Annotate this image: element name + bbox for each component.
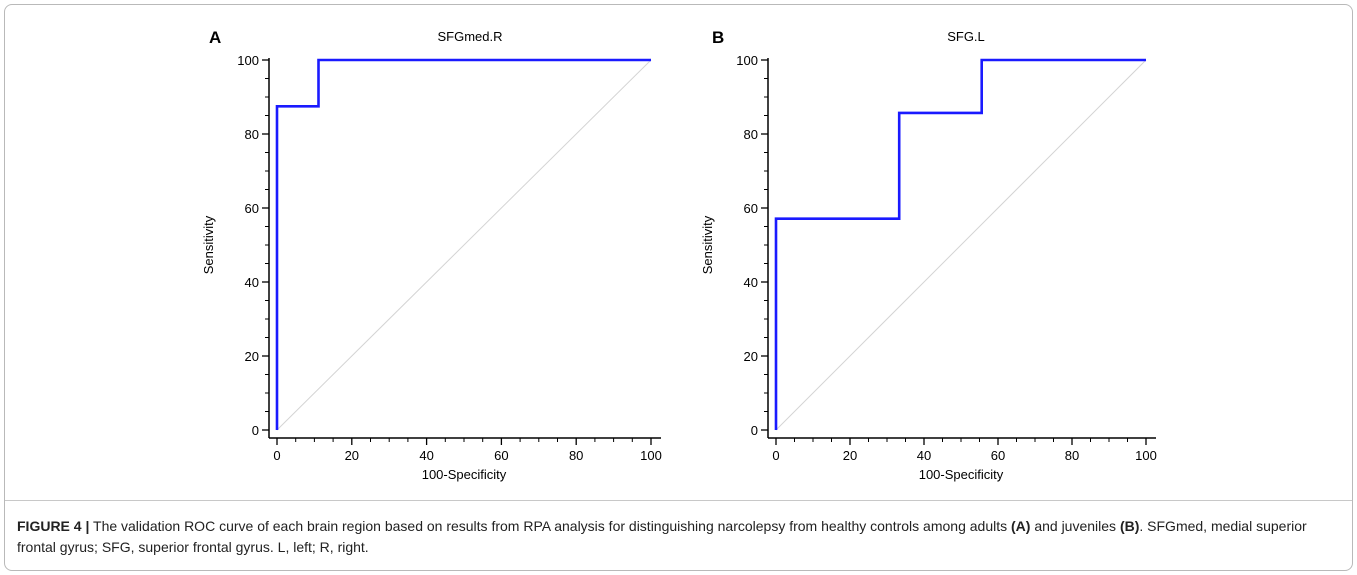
figure-frame: A SFGmed.R 0 20 40 60 80 100 0 20 40 60 80 100 100-Spe…	[4, 4, 1353, 571]
x-tick-label: 40	[419, 448, 433, 463]
y-tick-label: 60	[245, 201, 259, 216]
caption-ref-a: (A)	[1011, 518, 1031, 534]
caption-label: FIGURE 4 |	[17, 518, 90, 534]
y-axis-label: Sensitivity	[700, 215, 715, 274]
x-tick-label: 0	[772, 448, 779, 463]
y-tick-label: 60	[744, 201, 758, 216]
x-tick-label: 20	[843, 448, 857, 463]
y-tick-label: 0	[751, 423, 758, 438]
caption-ref-b: (B)	[1119, 518, 1140, 534]
y-tick-label: 80	[744, 127, 758, 142]
y-tick-label: 40	[744, 275, 758, 290]
chart-title: SFG.L	[947, 29, 985, 44]
figure-area: A SFGmed.R 0 20 40 60 80 100 0 20 40 60 80 100 100-Spe…	[5, 5, 1352, 501]
y-tick-label: 20	[245, 349, 259, 364]
y-tick-label: 80	[245, 127, 259, 142]
panel-label: A	[209, 28, 221, 47]
chart-title: SFGmed.R	[437, 29, 502, 44]
x-tick-label: 80	[1065, 448, 1079, 463]
y-tick-label: 100	[237, 53, 259, 68]
x-tick-label: 40	[917, 448, 931, 463]
y-tick-label: 20	[744, 349, 758, 364]
caption-text: and juveniles	[1030, 518, 1120, 534]
x-tick-label: 100	[1135, 448, 1157, 463]
x-tick-label: 100	[640, 448, 662, 463]
caption-text: . SFGmed, medial superior frontal gyrus;…	[17, 518, 1307, 555]
x-tick-label: 0	[273, 448, 280, 463]
panel-label: B	[712, 28, 724, 47]
y-tick-label: 40	[245, 275, 259, 290]
x-axis-label: 100-Specificity	[919, 467, 1004, 482]
x-tick-label: 60	[494, 448, 508, 463]
y-tick-label: 0	[252, 423, 259, 438]
caption-text: The validation ROC curve of each brain r…	[89, 518, 1011, 534]
roc-curve-line	[275, 58, 651, 430]
roc-chart-b: B SFG.L 0 20 40 60 80 100 0 20 40 60 80 100 100-Specif…	[700, 28, 1157, 482]
roc-curve-line	[774, 58, 1146, 430]
y-axis-label: Sensitivity	[201, 215, 216, 274]
x-tick-label: 20	[345, 448, 359, 463]
figure-caption: FIGURE 4 | The validation ROC curve of e…	[17, 516, 1342, 558]
reference-diagonal-line	[276, 59, 652, 431]
x-axis-label: 100-Specificity	[422, 467, 507, 482]
roc-chart-a: A SFGmed.R 0 20 40 60 80 100 0 20 40 60 80 100 100-Spe…	[201, 28, 662, 482]
x-tick-label: 60	[991, 448, 1005, 463]
reference-diagonal-line	[775, 59, 1147, 431]
x-tick-label: 80	[569, 448, 583, 463]
y-tick-label: 100	[736, 53, 758, 68]
